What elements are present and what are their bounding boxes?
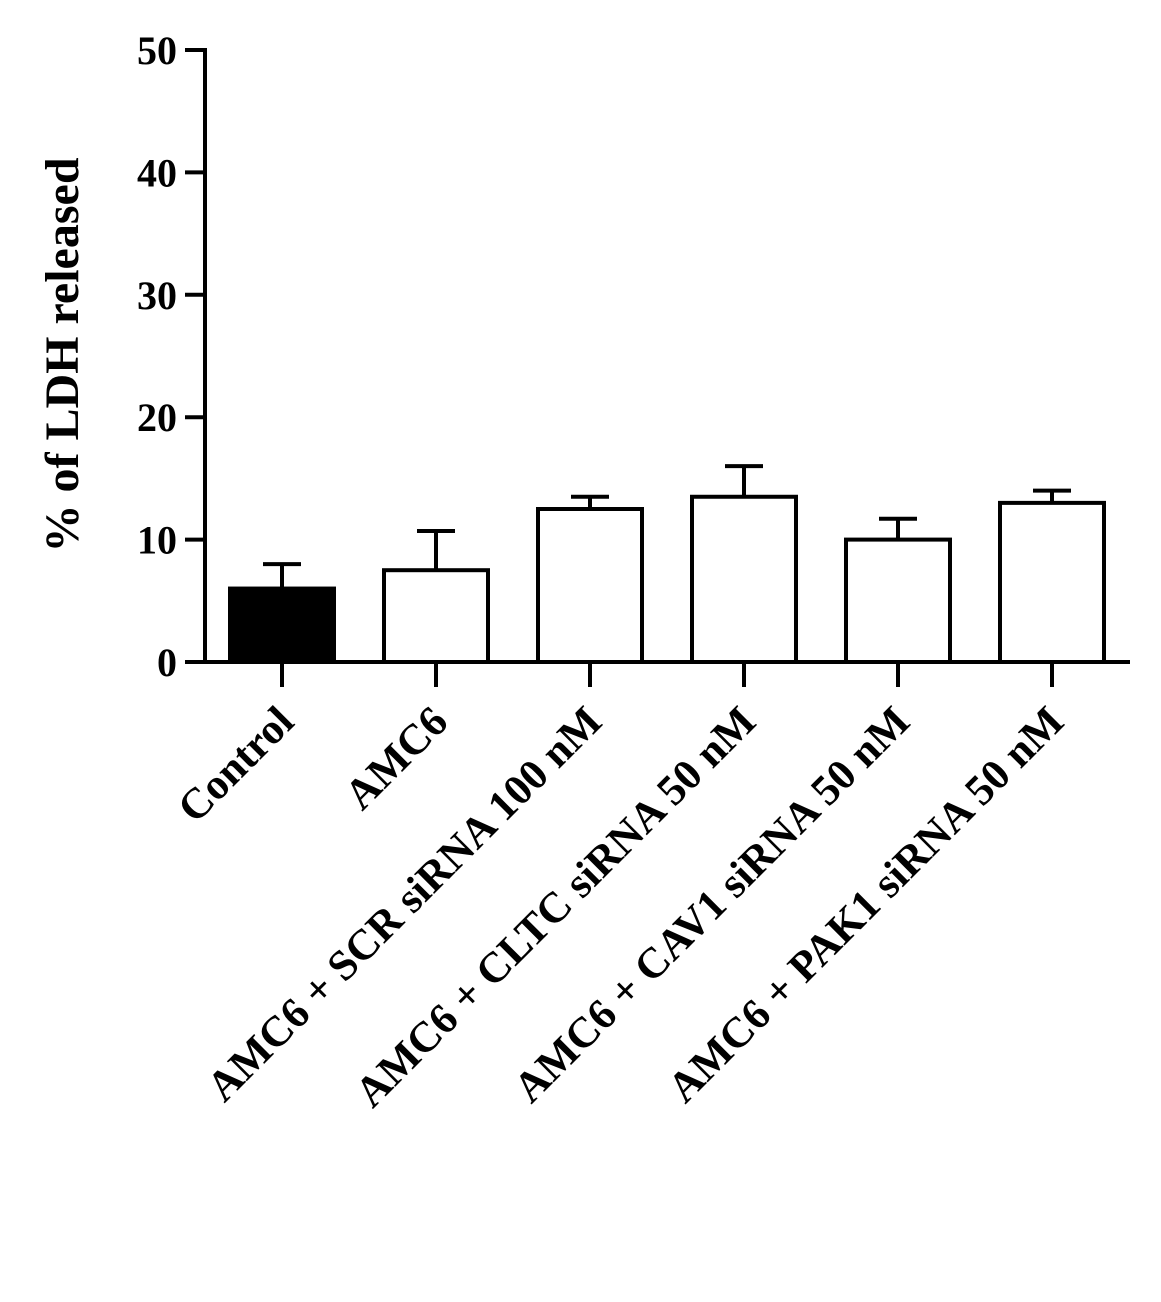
y-tick-label: 0 [157,640,177,685]
x-category-label: Control [169,698,303,832]
bar [382,568,490,665]
y-tick-label: 40 [137,150,177,195]
y-tick-label: 20 [137,395,177,440]
bar [228,586,336,664]
bar [844,537,952,664]
bar [536,507,644,664]
y-tick-label: 50 [137,28,177,73]
y-tick-label: 30 [137,273,177,318]
y-tick-label: 10 [137,518,177,563]
bar [998,500,1106,664]
y-axis-label: % of LDH released [36,157,89,552]
bar [690,494,798,665]
x-category-label: AMC6 [336,698,457,819]
